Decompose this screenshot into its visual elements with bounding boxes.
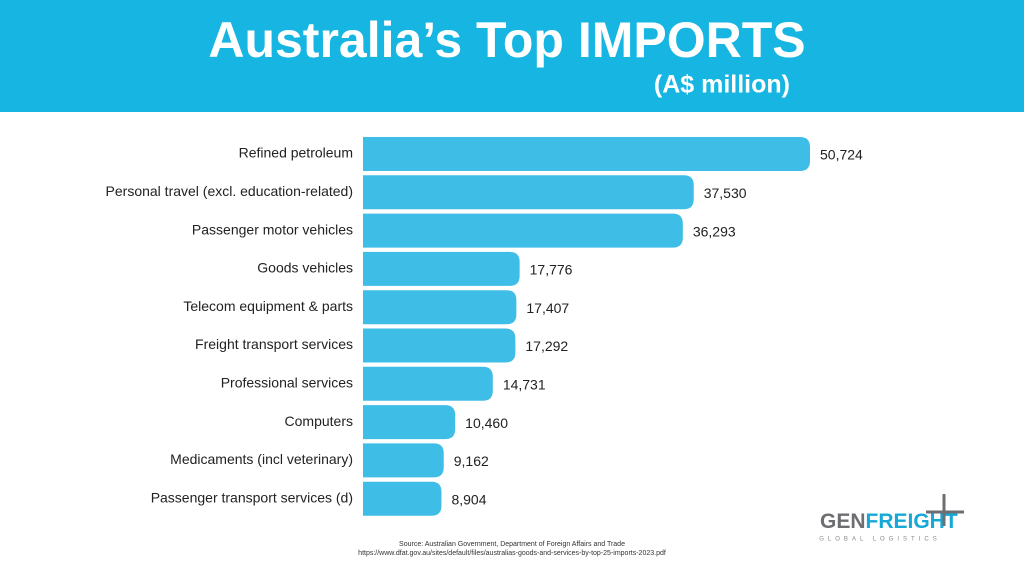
bar — [363, 366, 493, 401]
value-label: 14,731 — [503, 377, 546, 393]
bar — [363, 213, 683, 248]
bar — [363, 405, 456, 440]
category-label: Medicaments (incl veterinary) — [170, 451, 353, 467]
logo-part: FREIGHT — [866, 510, 958, 533]
category-label: Personal travel (excl. education-related… — [106, 183, 353, 199]
category-label: Computers — [285, 413, 353, 429]
category-label: Passenger transport services (d) — [151, 489, 353, 505]
value-label: 17,407 — [526, 300, 569, 316]
category-label: Refined petroleum — [239, 145, 353, 161]
logo-mark — [926, 494, 964, 526]
bar — [363, 175, 694, 210]
category-label: Telecom equipment & parts — [183, 298, 353, 314]
value-label: 37,530 — [704, 185, 747, 201]
logo: GENFREIGHT GLOBAL LOGISTICS — [819, 494, 964, 543]
chart-subtitle: (A$ million) — [654, 71, 790, 99]
bar — [363, 328, 516, 363]
category-label: Freight transport services — [195, 336, 353, 352]
bar — [363, 137, 810, 171]
value-label: 17,292 — [525, 338, 568, 354]
logo-name: GENFREIGHT — [820, 510, 958, 533]
source-line: Source: Australian Government, Departmen… — [399, 541, 625, 548]
value-label: 8,904 — [451, 491, 486, 507]
category-label: Goods vehicles — [257, 260, 353, 276]
header-band — [0, 0, 1024, 112]
chart-title: Australia’s Top IMPORTS — [208, 12, 805, 68]
bar — [363, 443, 444, 478]
category-label: Professional services — [221, 375, 353, 391]
value-label: 36,293 — [693, 223, 736, 239]
logo-tagline: GLOBAL LOGISTICS — [819, 537, 940, 543]
logo-part: GEN — [820, 510, 866, 533]
value-label: 10,460 — [465, 415, 508, 431]
bar — [363, 251, 520, 286]
bar — [363, 481, 442, 516]
value-label: 9,162 — [454, 453, 489, 469]
source-url: https://www.dfat.gov.au/sites/default/fi… — [358, 550, 666, 557]
bar — [363, 290, 517, 325]
value-label: 50,724 — [820, 147, 863, 163]
category-label: Passenger motor vehicles — [192, 221, 353, 237]
value-label: 17,776 — [530, 262, 573, 278]
